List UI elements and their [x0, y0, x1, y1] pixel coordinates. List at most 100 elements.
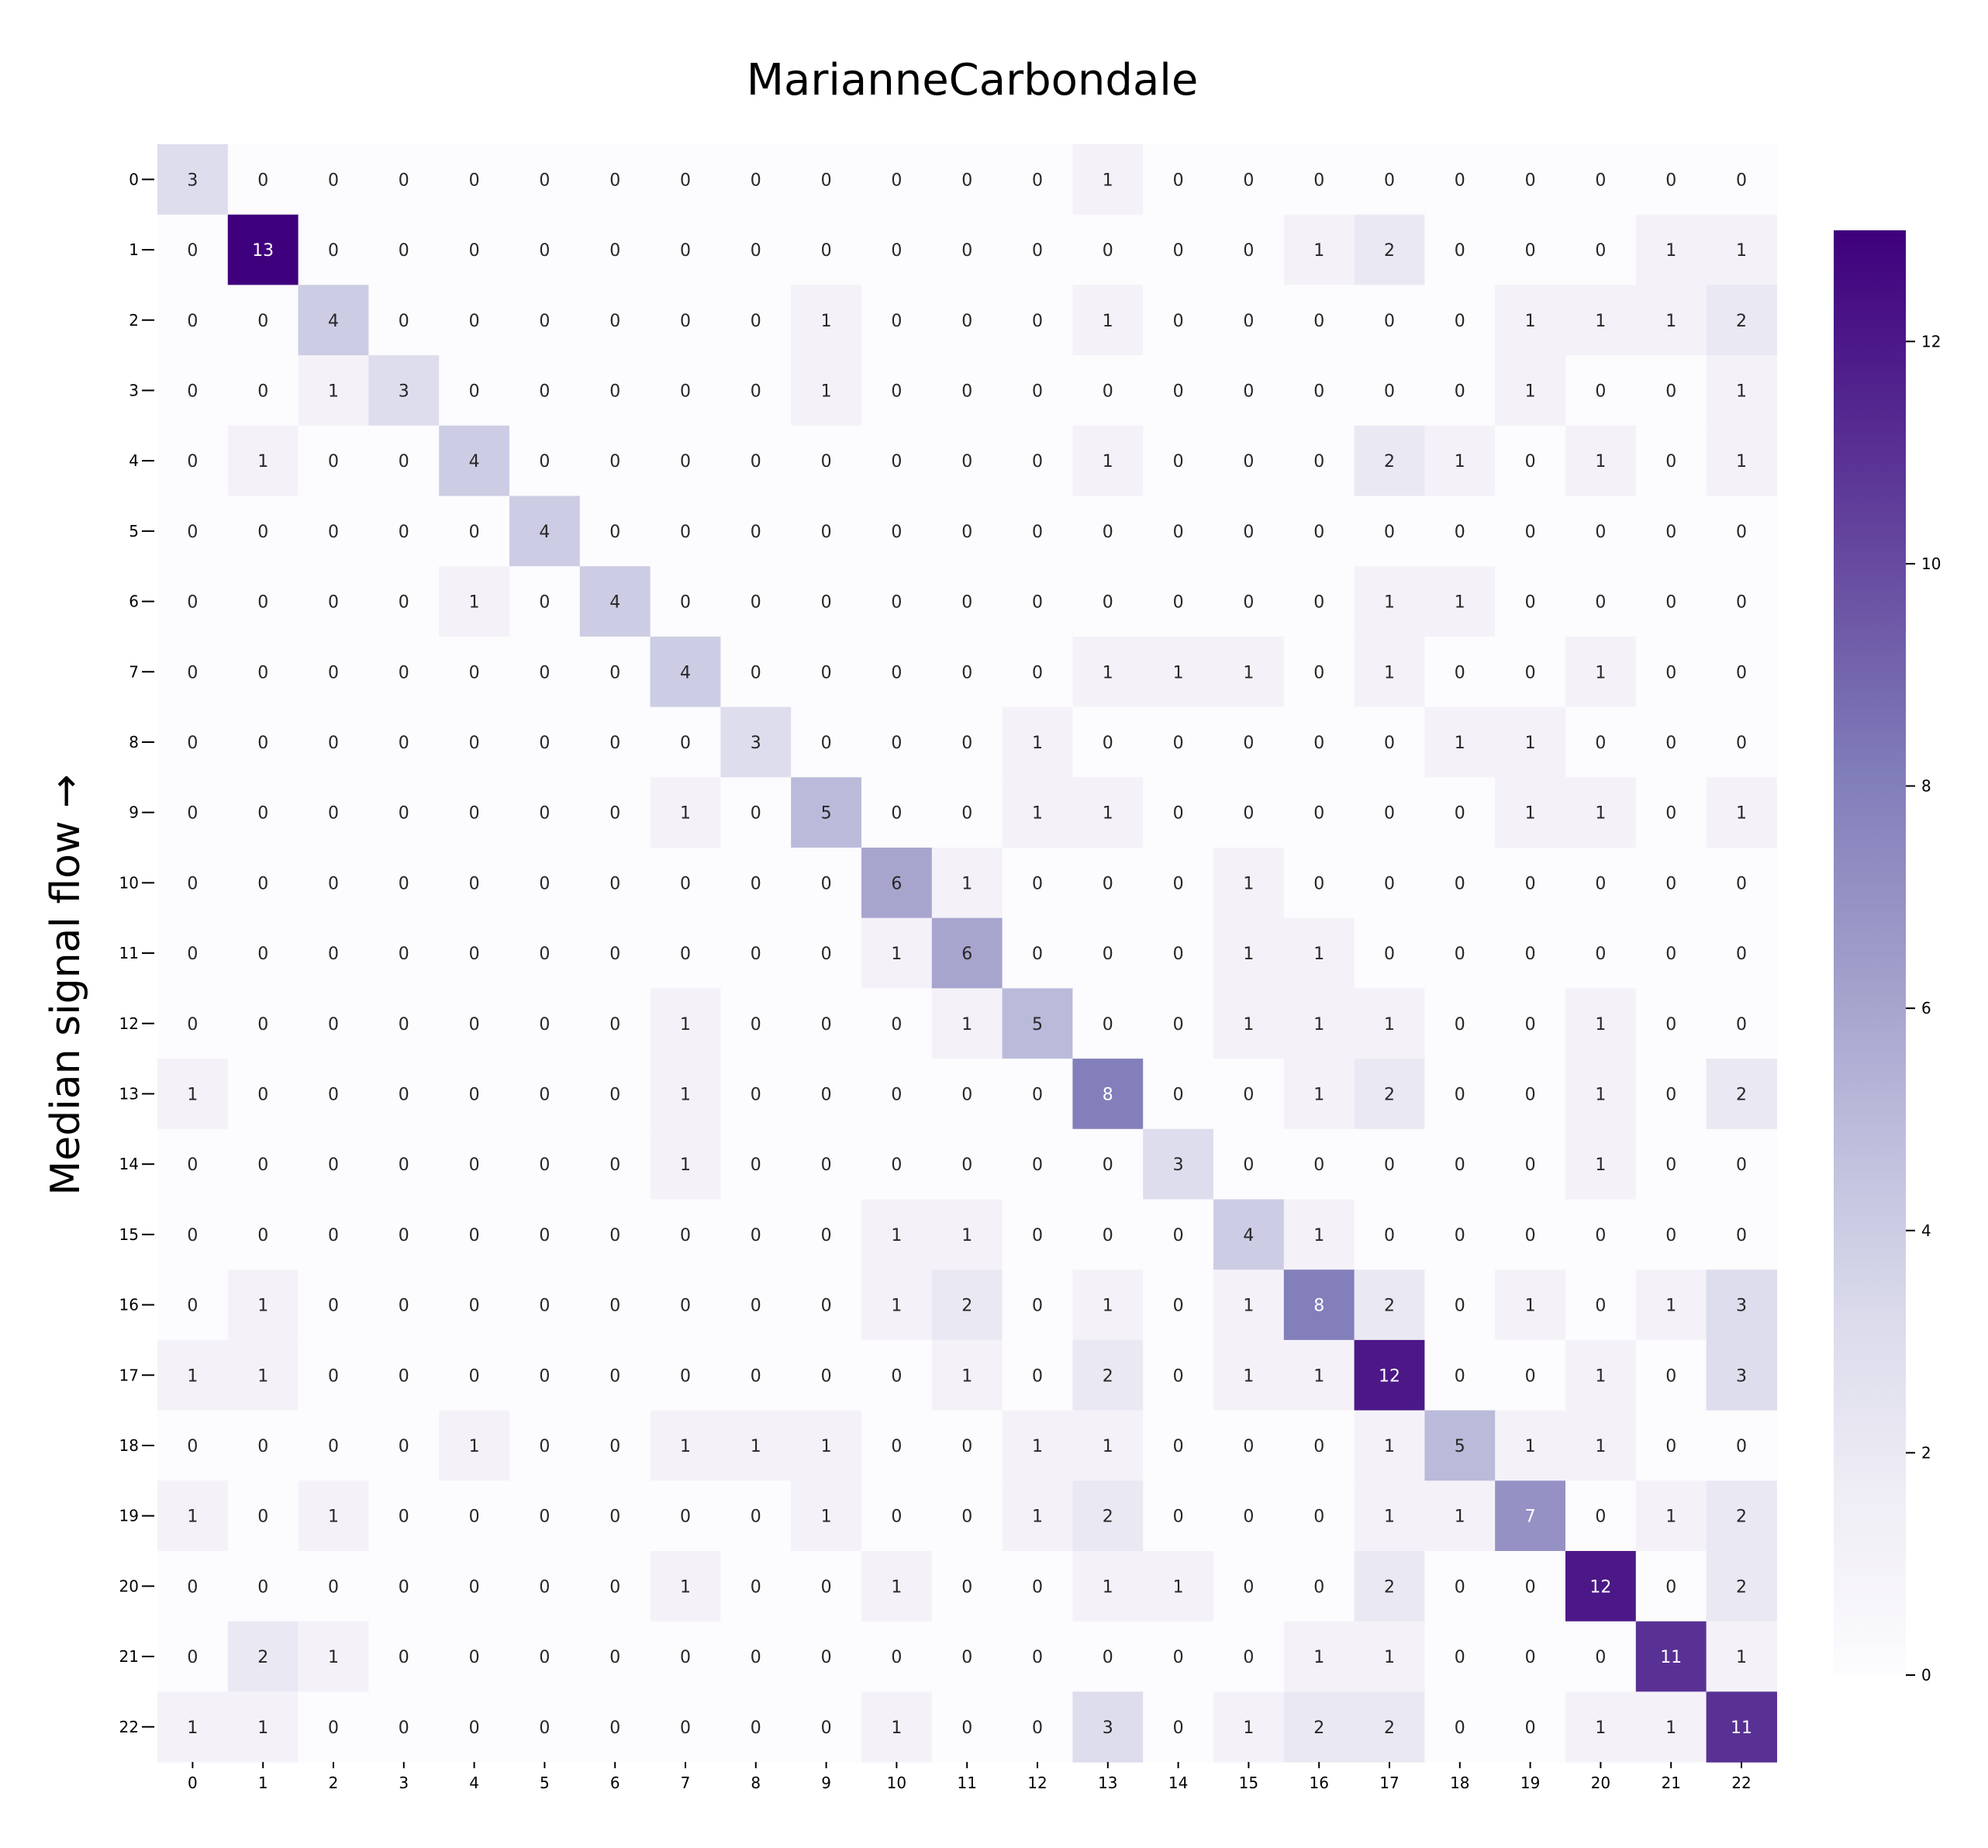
heatmap-cell: [720, 1480, 792, 1552]
cell-value-label: 0: [1525, 523, 1536, 542]
heatmap-cell: [791, 1410, 862, 1481]
cell-value-label: 0: [1313, 593, 1324, 613]
cell-value-label: 0: [469, 734, 480, 753]
x-tick-label: 16: [1309, 1774, 1328, 1792]
heatmap-cell: [368, 496, 440, 567]
cell-value-label: 1: [1313, 1648, 1324, 1667]
cell-value-label: 0: [961, 312, 972, 331]
heatmap-cell: [1213, 1551, 1285, 1622]
heatmap-cell: [1495, 706, 1566, 778]
cell-value-label: 0: [539, 1297, 550, 1316]
cell-value-label: 0: [891, 312, 902, 331]
cell-value-label: 1: [1595, 1366, 1606, 1386]
cell-value-label: 0: [1103, 382, 1113, 401]
heatmap-cell: [227, 425, 299, 497]
cell-value-label: 0: [469, 804, 480, 824]
heatmap-cell: [791, 988, 862, 1059]
cell-value-label: 0: [609, 312, 620, 331]
cell-value-label: 0: [539, 241, 550, 261]
heatmap-cell: [1354, 917, 1425, 989]
heatmap-cell: [1002, 1199, 1073, 1270]
heatmap-cell: [1213, 1059, 1285, 1130]
cell-value-label: 0: [1595, 171, 1606, 190]
x-tick-label: 1: [258, 1774, 268, 1792]
heatmap-cell: [1143, 1691, 1214, 1763]
cell-value-label: 0: [1455, 1226, 1465, 1245]
heatmap-cell: [931, 636, 1003, 708]
heatmap-cell: [368, 566, 440, 637]
cell-value-label: 0: [680, 171, 691, 190]
cell-value-label: 0: [1243, 1085, 1254, 1104]
cell-value-label: 0: [1173, 1437, 1184, 1456]
cell-value-label: 0: [328, 874, 339, 893]
heatmap-cell: [1495, 214, 1566, 285]
cell-value-label: 0: [680, 1366, 691, 1386]
heatmap-cell: [1002, 1551, 1073, 1622]
cell-value-label: 0: [1032, 1366, 1043, 1386]
heatmap-cell: [1143, 285, 1214, 356]
cell-value-label: 0: [1525, 874, 1536, 893]
cell-value-label: 3: [1736, 1366, 1747, 1386]
heatmap-cell: [1635, 706, 1707, 778]
heatmap-cell: [579, 1551, 651, 1622]
cell-value-label: 0: [1525, 452, 1536, 471]
cell-value-label: 0: [539, 734, 550, 753]
cell-value-label: 1: [1384, 1437, 1395, 1456]
heatmap-cell: [931, 355, 1003, 427]
cell-value-label: 0: [539, 382, 550, 401]
heatmap-cell: [1706, 1480, 1777, 1552]
cell-value-label: 0: [187, 312, 198, 331]
y-tick-label: 19: [119, 1507, 139, 1525]
cell-value-label: 0: [539, 874, 550, 893]
heatmap-cell: [298, 285, 369, 356]
heatmap-cell: [1072, 1410, 1144, 1481]
heatmap-cell: [1495, 1551, 1566, 1622]
cell-value-label: 0: [1736, 734, 1747, 753]
cell-value-label: 0: [1525, 1226, 1536, 1245]
heatmap-cell: [1495, 496, 1566, 567]
heatmap-cell: [1283, 1269, 1355, 1341]
cell-value-label: 0: [1313, 874, 1324, 893]
heatmap-cell: [1565, 1621, 1637, 1692]
heatmap-cell: [1635, 848, 1707, 919]
heatmap-cell: [1002, 496, 1073, 567]
cell-value-label: 0: [609, 1437, 620, 1456]
heatmap-cell: [791, 566, 862, 637]
cell-value-label: 4: [328, 312, 339, 331]
cell-value-label: 2: [961, 1297, 972, 1316]
cell-value-label: 0: [609, 804, 620, 824]
heatmap-cell: [861, 214, 933, 285]
heatmap-cell: [1002, 425, 1073, 497]
heatmap-cell: [1495, 1199, 1566, 1270]
heatmap-cell: [720, 1621, 792, 1692]
x-tick-label: 20: [1591, 1774, 1610, 1792]
heatmap-cell: [861, 1059, 933, 1130]
cell-value-label: 1: [1665, 1508, 1676, 1527]
cell-value-label: 0: [751, 1366, 761, 1386]
cell-value-label: 0: [680, 734, 691, 753]
y-tick-label: 12: [119, 1014, 139, 1033]
x-tick-label: 11: [957, 1774, 976, 1792]
heatmap-cell: [439, 1551, 510, 1622]
cell-value-label: 0: [257, 1508, 268, 1527]
heatmap-cell: [509, 214, 581, 285]
heatmap-cell: [1143, 1480, 1214, 1552]
cell-value-label: 0: [680, 1718, 691, 1738]
cell-value-label: 0: [821, 241, 832, 261]
heatmap-cell: [157, 1269, 229, 1341]
heatmap-cell: [1354, 1410, 1425, 1481]
cell-value-label: 0: [609, 1085, 620, 1104]
heatmap-cell: [1002, 1059, 1073, 1130]
cell-value-label: 0: [1665, 171, 1676, 190]
heatmap-cell: [368, 425, 440, 497]
heatmap-cell: [1002, 1621, 1073, 1692]
cell-value-label: 0: [1173, 945, 1184, 964]
heatmap-cell: [1565, 917, 1637, 989]
cell-value-label: 0: [187, 663, 198, 682]
heatmap-cell: [720, 1691, 792, 1763]
heatmap-cell: [1706, 1128, 1777, 1200]
heatmap-cell: [157, 848, 229, 919]
cell-value-label: 0: [1243, 734, 1254, 753]
cell-value-label: 0: [751, 1155, 761, 1175]
cell-value-label: 2: [1384, 1577, 1395, 1597]
